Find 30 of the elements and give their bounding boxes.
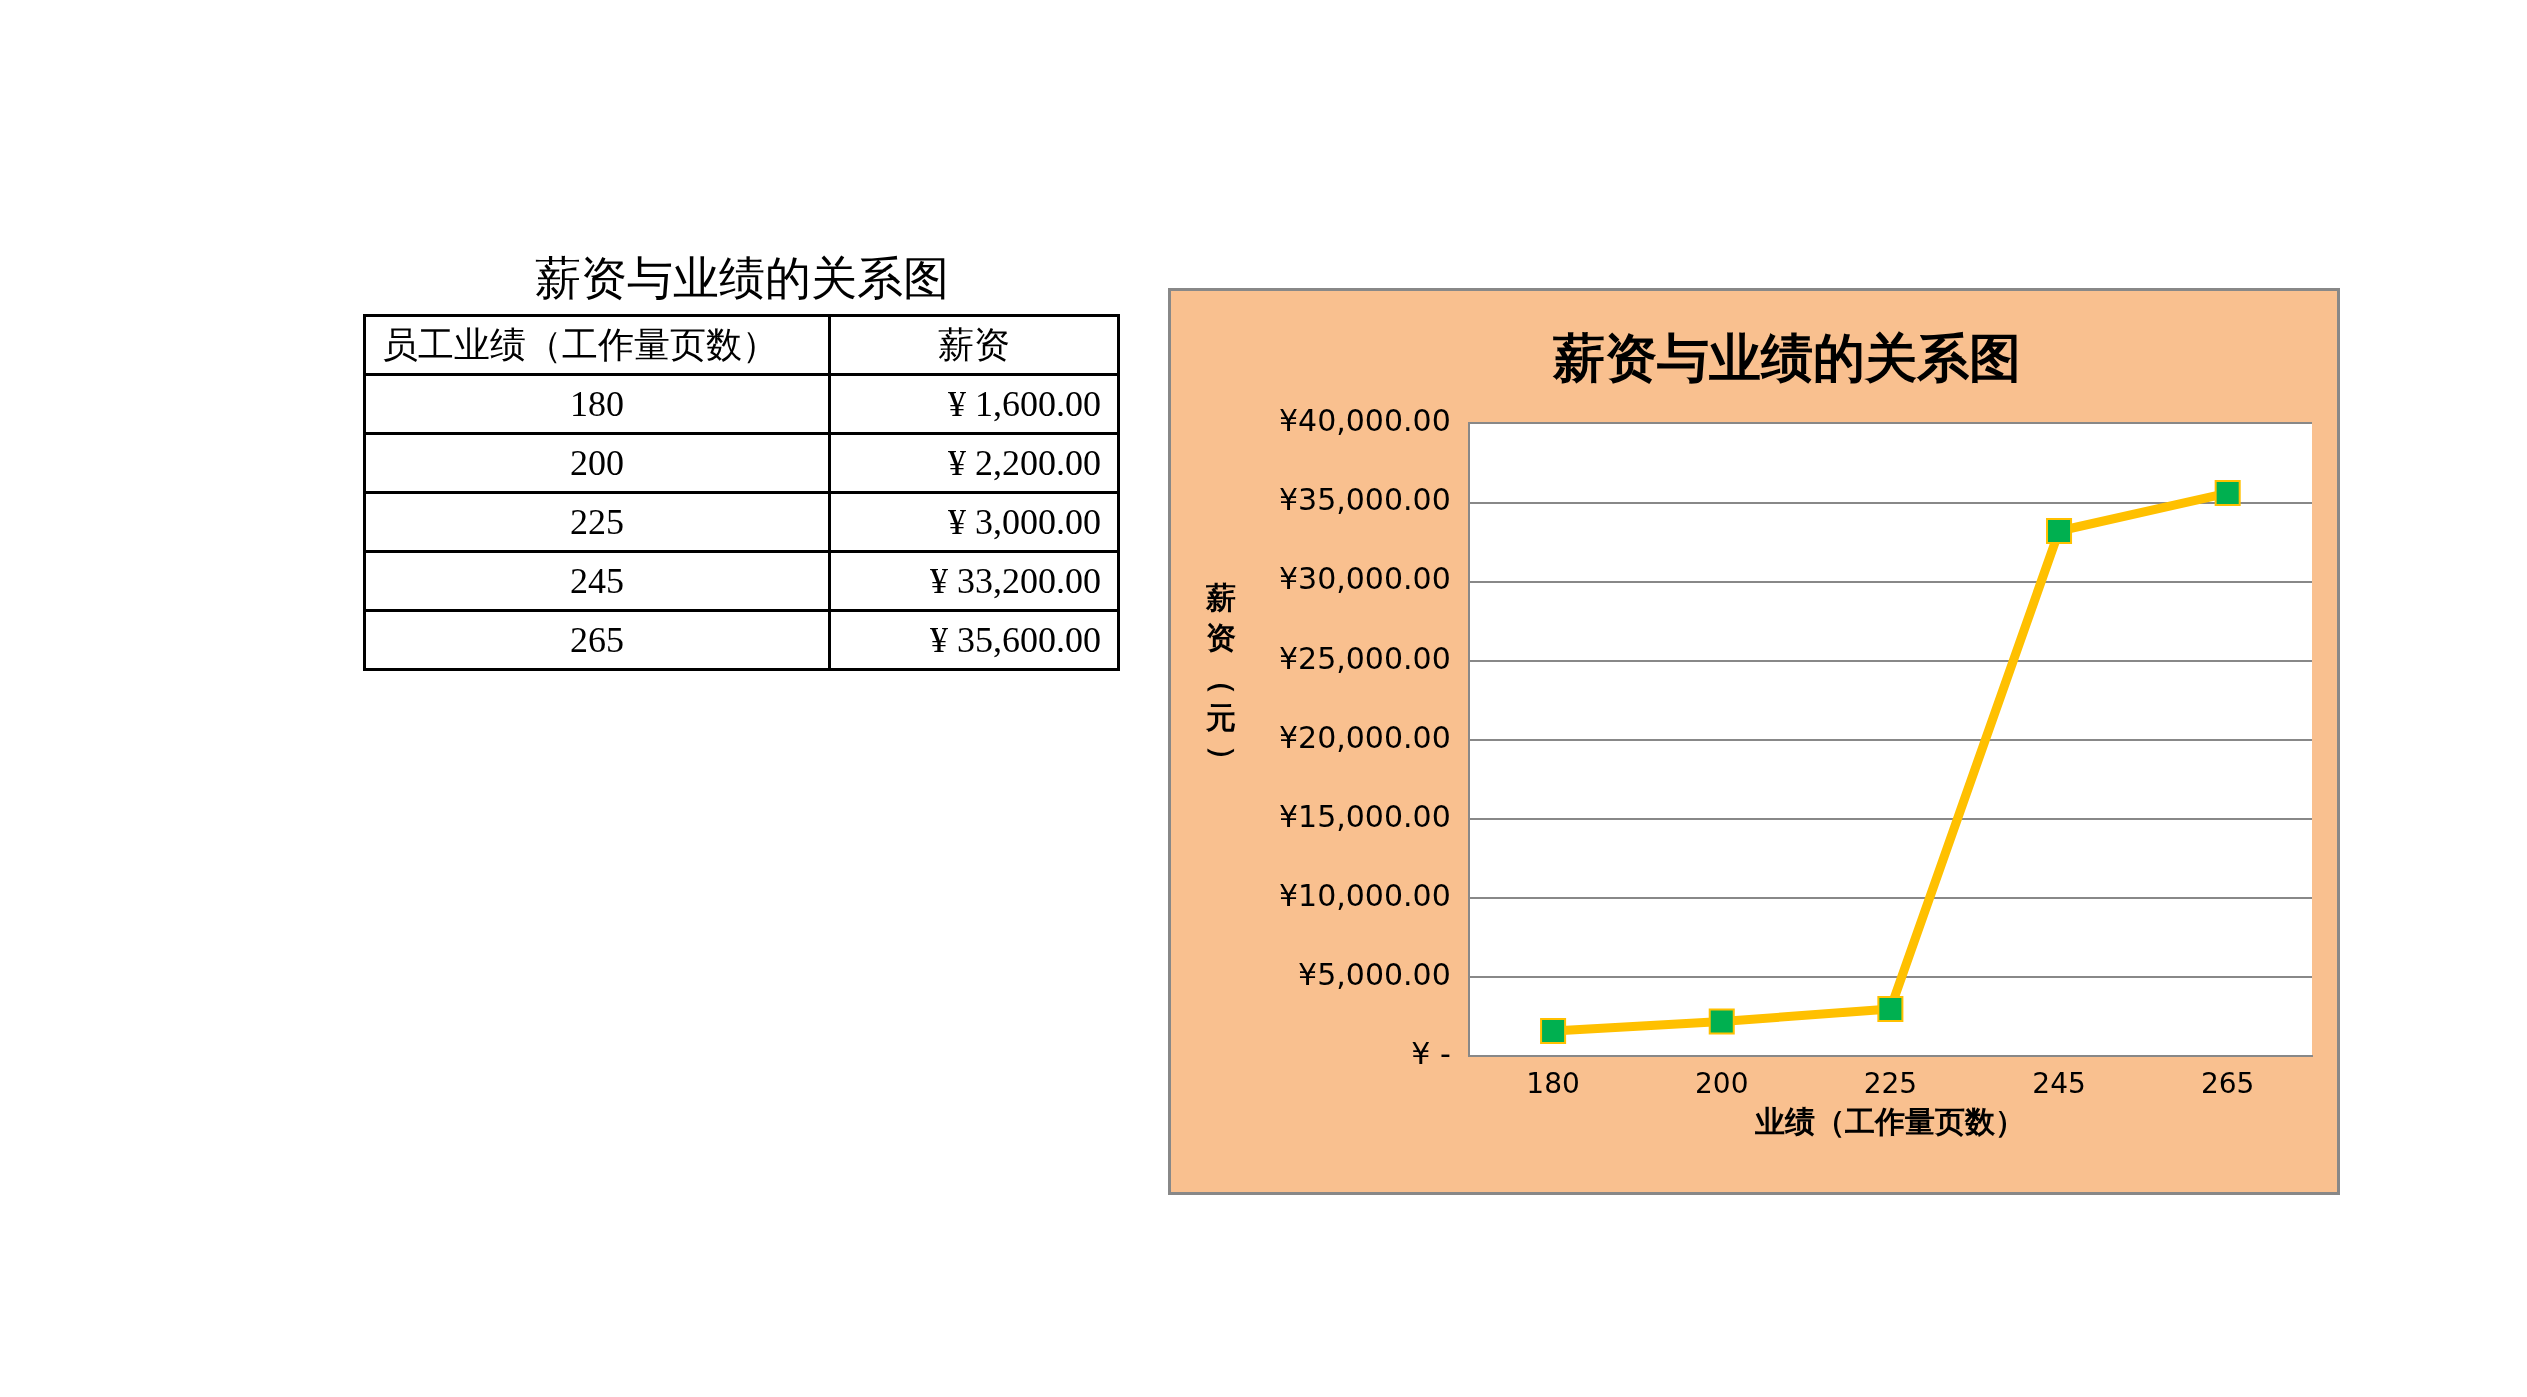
chart-title: 薪资与业绩的关系图 bbox=[1551, 327, 2021, 388]
y-tick-label: ¥40,000.00 bbox=[1278, 403, 1451, 439]
x-tick-label: 180 bbox=[1526, 1067, 1580, 1101]
text: ¥ 33,200.00 bbox=[930, 561, 1101, 601]
x-axis-title: 业绩（工作量页数） bbox=[1754, 1103, 2026, 1139]
text: ¥ 3,000.00 bbox=[948, 502, 1101, 542]
y-tick-label: ¥15,000.00 bbox=[1278, 798, 1451, 834]
text: ¥ 2,200.00 bbox=[948, 443, 1101, 483]
category-label: 245 bbox=[570, 561, 624, 601]
y-tick-label: ¥25,000.00 bbox=[1278, 640, 1451, 676]
y-tick-label: ¥20,000.00 bbox=[1278, 719, 1451, 755]
y-tick-label: ¥5,000.00 bbox=[1298, 957, 1451, 993]
x-tick-label: 265 bbox=[2200, 1067, 2255, 1101]
x-tick-label: 225 bbox=[1863, 1067, 1918, 1101]
y-axis-title: 薪资（元） bbox=[1205, 579, 1242, 775]
y-tick-label: ¥30,000.00 bbox=[1278, 561, 1451, 597]
category-label: 225 bbox=[570, 502, 624, 542]
x-tick-label: 200 bbox=[1695, 1067, 1749, 1101]
category-label: 180 bbox=[570, 384, 624, 424]
text: 薪资 bbox=[829, 315, 1119, 375]
category-label: 200 bbox=[570, 443, 624, 483]
x-tick-label: 245 bbox=[2032, 1067, 2086, 1101]
y-tick-label: ¥ - bbox=[1411, 1036, 1451, 1072]
category-label: 265 bbox=[570, 620, 624, 660]
text: 员工业绩（工作量页数） bbox=[364, 315, 830, 375]
text: 薪资与业绩的关系图 bbox=[533, 252, 950, 306]
y-tick-label: ¥35,000.00 bbox=[1278, 482, 1451, 518]
y-tick-label: ¥10,000.00 bbox=[1278, 877, 1451, 913]
text: ¥ 1,600.00 bbox=[948, 384, 1101, 424]
text: ¥ 35,600.00 bbox=[930, 620, 1101, 660]
